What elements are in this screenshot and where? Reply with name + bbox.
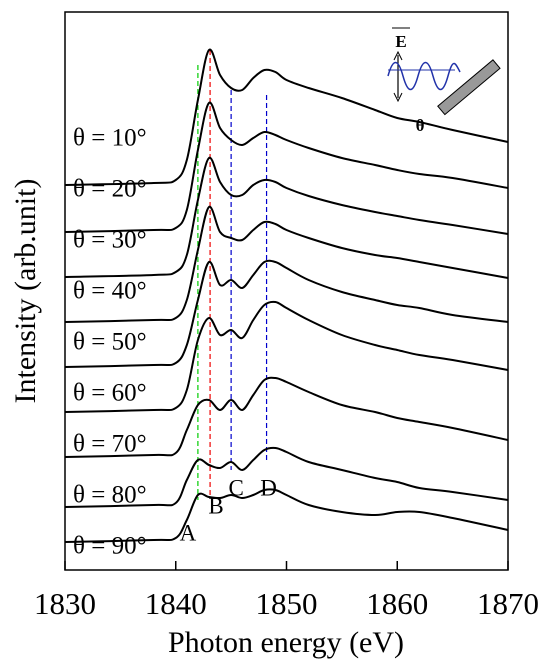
series-label: θ = 80° xyxy=(73,482,147,509)
spectrum-line xyxy=(64,156,509,278)
spectrum-line xyxy=(64,101,509,233)
spectrum-line xyxy=(64,259,509,368)
x-tick-label: 1850 xyxy=(256,586,318,621)
field-label: E xyxy=(395,32,406,51)
series-label: θ = 50° xyxy=(73,329,147,356)
wave xyxy=(387,61,461,91)
series-label: θ = 60° xyxy=(73,380,147,407)
spectrum-line xyxy=(64,446,509,508)
inset: E θ xyxy=(387,27,501,135)
x-tick-label: 1840 xyxy=(145,586,207,621)
x-axis-title: Photon energy (eV) xyxy=(168,626,404,659)
x-tick-label: 1870 xyxy=(477,586,539,621)
marker-label: C xyxy=(228,475,243,500)
series-label: θ = 10° xyxy=(73,125,147,152)
series-label: θ = 30° xyxy=(73,227,147,254)
series-label: θ = 90° xyxy=(73,533,147,560)
marker-label: A xyxy=(180,520,197,545)
series-label: θ = 20° xyxy=(73,176,147,203)
spectrum-line xyxy=(64,205,509,323)
spectrum-line xyxy=(64,376,509,458)
x-tick-label: 1860 xyxy=(366,586,428,621)
spectrum-line xyxy=(64,488,509,543)
marker-label: D xyxy=(260,475,277,500)
y-axis-title: Intensity (arb.unit) xyxy=(9,179,42,404)
field-arrow-heads xyxy=(393,50,403,103)
series-label: θ = 40° xyxy=(73,278,147,305)
sample-slab xyxy=(437,59,501,116)
x-tick-label: 1830 xyxy=(34,586,96,621)
marker-label: B xyxy=(208,493,223,518)
angle-label: θ xyxy=(416,116,425,135)
spectrum-line xyxy=(64,300,509,413)
spectrum-line xyxy=(64,48,509,186)
series-label: θ = 70° xyxy=(73,431,147,458)
